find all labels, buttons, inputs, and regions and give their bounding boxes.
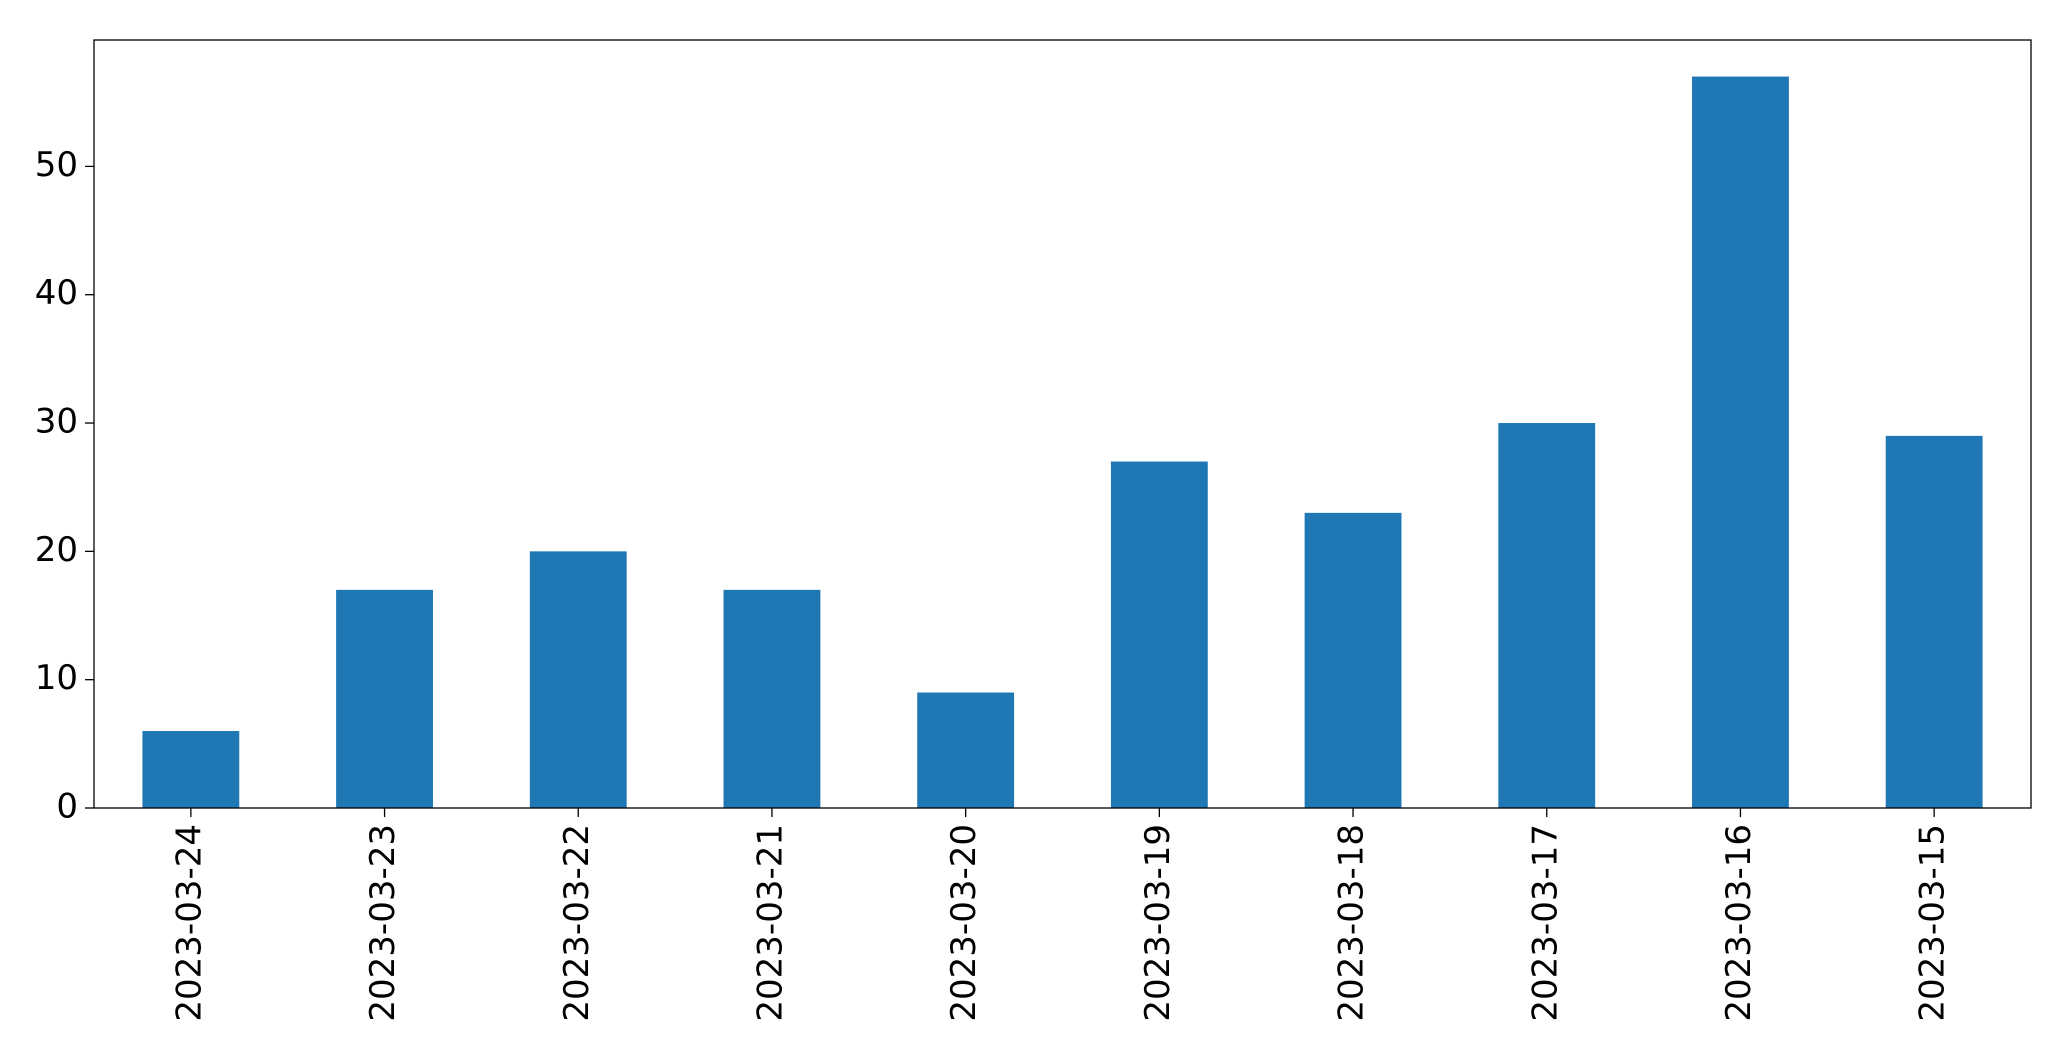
y-tick-label: 10	[35, 658, 78, 698]
bar	[917, 692, 1015, 808]
x-tick-label: 2023-03-17	[1525, 824, 1565, 1022]
x-tick-label: 2023-03-15	[1913, 824, 1953, 1022]
x-tick-label: 2023-03-22	[557, 824, 597, 1022]
x-tick-label: 2023-03-23	[363, 824, 403, 1022]
x-tick-label: 2023-03-24	[169, 824, 209, 1022]
x-tick-label: 2023-03-19	[1138, 824, 1178, 1022]
bar	[1110, 461, 1208, 808]
bar	[529, 551, 627, 808]
y-tick-label: 50	[35, 145, 78, 185]
x-tick-label: 2023-03-16	[1719, 824, 1759, 1022]
bar	[142, 731, 240, 808]
bar	[1885, 435, 1983, 808]
bar	[723, 589, 821, 808]
x-tick-label: 2023-03-21	[750, 824, 790, 1022]
y-tick-label: 20	[35, 530, 78, 570]
y-tick-label: 30	[35, 402, 78, 442]
x-tick-label: 2023-03-18	[1332, 824, 1372, 1022]
plot-frame	[93, 39, 2032, 809]
x-tick-label: 2023-03-20	[944, 824, 984, 1022]
bar	[336, 589, 433, 808]
bar	[1304, 512, 1402, 808]
y-tick-label: 0	[56, 787, 78, 827]
y-tick-label: 40	[35, 273, 78, 313]
bar	[1692, 76, 1789, 809]
bar	[1498, 423, 1596, 808]
